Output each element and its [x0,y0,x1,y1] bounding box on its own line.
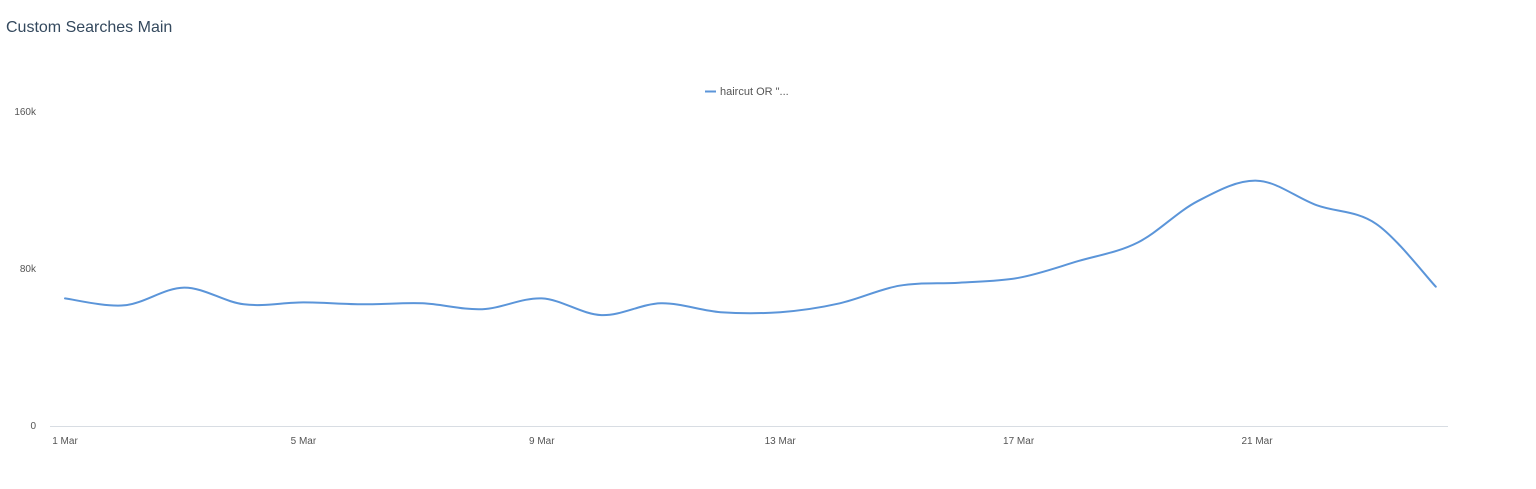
x-tick-label: 13 Mar [765,436,797,447]
data-point[interactable] [478,305,486,313]
data-point[interactable] [895,282,903,290]
x-tick-label: 9 Mar [529,436,555,447]
data-point[interactable] [419,299,427,307]
data-point[interactable] [1372,220,1380,228]
x-tick-label: 5 Mar [291,436,317,447]
data-point[interactable] [1313,201,1321,209]
data-point[interactable] [955,279,963,287]
data-point[interactable] [776,308,784,316]
data-point[interactable] [61,294,69,302]
data-point[interactable] [240,300,248,308]
x-tick-label: 17 Mar [1003,436,1035,447]
x-tick-label: 21 Mar [1241,436,1273,447]
data-point[interactable] [597,311,605,319]
y-tick-label: 160k [14,107,37,118]
x-tick-label: 1 Mar [52,436,78,447]
data-point[interactable] [657,299,665,307]
data-point[interactable] [1015,274,1023,282]
widget-title: Custom Searches Main [6,19,173,36]
data-point[interactable] [1134,239,1142,247]
data-point[interactable] [180,284,188,292]
legend[interactable]: haircut OR "... [705,86,789,98]
data-point[interactable] [299,298,307,306]
y-tick-label: 80k [20,264,37,275]
data-point[interactable] [359,300,367,308]
data-point[interactable] [1193,197,1201,205]
plot-area [61,177,1440,319]
data-point[interactable] [1074,257,1082,265]
data-point[interactable] [538,294,546,302]
data-point[interactable] [717,308,725,316]
y-tick-label: 0 [30,421,36,432]
data-point[interactable] [1432,283,1440,291]
y-axis-ticks: 0 80k 160k [14,107,37,432]
data-point[interactable] [121,301,129,309]
legend-label-series-1: haircut OR "... [720,86,789,98]
data-point[interactable] [836,299,844,307]
x-axis-ticks: 1 Mar 5 Mar 9 Mar 13 Mar 17 Mar 21 Mar [52,436,1273,447]
series-line-1[interactable] [64,179,1437,317]
data-point[interactable] [1253,177,1261,185]
